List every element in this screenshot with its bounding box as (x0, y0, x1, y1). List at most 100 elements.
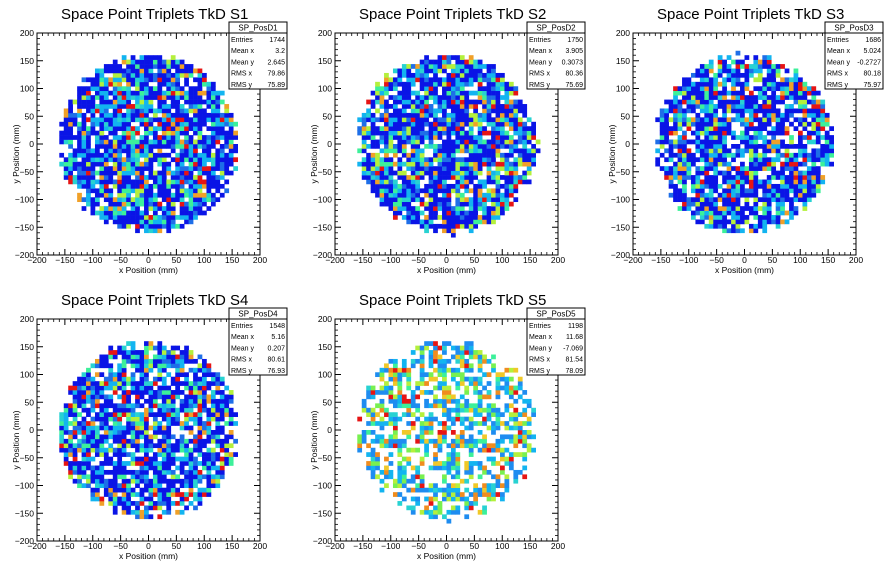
heatmap-cell (392, 99, 398, 105)
heatmap-cell (90, 206, 96, 211)
heatmap-cell (81, 456, 87, 462)
heatmap-cell (704, 77, 710, 83)
heatmap-cell (731, 152, 736, 158)
heatmap-cell (419, 135, 425, 140)
heatmap-cell (144, 363, 149, 369)
heatmap-cell (495, 144, 501, 149)
heatmap-cell (753, 55, 759, 60)
heatmap-cell (677, 161, 683, 167)
heatmap-cell (459, 175, 465, 180)
heatmap-cell (126, 161, 131, 167)
heatmap-cell (450, 139, 456, 145)
heatmap-cell (103, 219, 109, 225)
heatmap-cell (103, 381, 109, 386)
heatmap-cell (713, 183, 719, 189)
heatmap-cell (731, 215, 736, 220)
heatmap-cell (699, 197, 705, 203)
heatmap-cell (815, 175, 821, 180)
heatmap-cell (130, 492, 136, 497)
heatmap-cell (139, 219, 145, 225)
heatmap-cell (717, 95, 723, 100)
heatmap-cell (410, 152, 416, 158)
stats-value: -0.2727 (857, 59, 881, 66)
heatmap-cell (90, 108, 96, 114)
heatmap-cell (175, 394, 181, 400)
heatmap-cell (410, 90, 416, 96)
heatmap-cell (802, 135, 808, 140)
heatmap-cell (139, 447, 145, 453)
heatmap-cell (77, 90, 82, 96)
heatmap-cell (690, 99, 696, 105)
heatmap-cell (166, 416, 172, 422)
x-tick-label: −150 (55, 255, 74, 265)
heatmap-cell (99, 394, 105, 400)
heatmap-cell (419, 117, 425, 123)
heatmap-cell (202, 108, 207, 114)
heatmap-cell (415, 121, 421, 127)
heatmap-cell (188, 367, 194, 373)
heatmap-cell (188, 394, 194, 400)
heatmap-cell (206, 492, 212, 497)
heatmap-cell (215, 425, 221, 431)
heatmap-cell (673, 108, 678, 114)
heatmap-cell (135, 166, 140, 171)
heatmap-cell (695, 86, 701, 92)
heatmap-cell (202, 121, 207, 127)
heatmap-cell (135, 215, 140, 220)
heatmap-cell (184, 456, 189, 462)
heatmap-cell (144, 90, 149, 96)
heatmap-cell (802, 86, 808, 92)
heatmap-cell (735, 108, 741, 114)
heatmap-cell (188, 501, 194, 506)
heatmap-cell (686, 161, 692, 167)
heatmap-cell (677, 166, 683, 171)
heatmap-cell (695, 175, 701, 180)
heatmap-cell (121, 77, 127, 83)
heatmap-cell (68, 474, 73, 480)
heatmap-cell (117, 135, 123, 140)
heatmap-cell (135, 210, 140, 216)
heatmap-cell (455, 183, 461, 189)
heatmap-cell (468, 130, 474, 136)
heatmap-cell (81, 443, 87, 449)
heatmap-cell (477, 64, 483, 69)
heatmap-cell (157, 179, 163, 185)
heatmap-cell (108, 152, 114, 158)
heatmap-cell (500, 77, 505, 83)
heatmap-cell (139, 514, 145, 520)
heatmap-cell (748, 161, 754, 167)
heatmap-cell (81, 206, 87, 211)
heatmap-cell (740, 59, 745, 65)
heatmap-cell (166, 438, 172, 444)
heatmap-cell (126, 505, 131, 511)
heatmap-cell (184, 412, 189, 417)
heatmap-cell (103, 183, 109, 189)
heatmap-cell (699, 95, 705, 100)
heatmap-cell (202, 430, 207, 435)
heatmap-cell (419, 130, 425, 136)
heatmap-cell (464, 161, 470, 167)
heatmap-cell (798, 135, 803, 140)
heatmap-cell (531, 130, 536, 136)
heatmap-cell (121, 434, 127, 440)
heatmap-cell (713, 90, 719, 96)
heatmap-cell (500, 108, 505, 114)
heatmap-cell (81, 183, 87, 189)
heatmap-cell (139, 95, 145, 100)
heatmap-cell (713, 206, 719, 211)
y-tick-label: 200 (616, 28, 630, 38)
heatmap-cell (166, 108, 172, 114)
heatmap-cell (392, 104, 398, 109)
heatmap-cell (450, 99, 456, 105)
heatmap-cell (766, 139, 772, 145)
heatmap-cell (179, 421, 185, 426)
heatmap-cell (477, 121, 483, 127)
heatmap-cell (135, 390, 140, 395)
heatmap-cell (72, 157, 78, 163)
heatmap-cell (455, 95, 461, 100)
heatmap-cell (72, 403, 78, 409)
heatmap-cell (450, 183, 456, 189)
heatmap-cell (491, 175, 496, 180)
heatmap-cell (228, 461, 234, 466)
